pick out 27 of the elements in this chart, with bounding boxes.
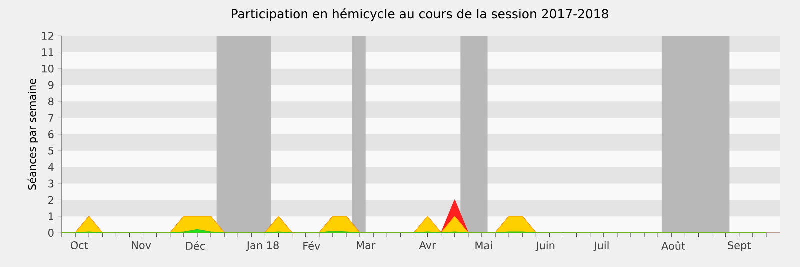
x-tick-label: Sept <box>728 242 752 252</box>
x-tick-label: Août <box>662 242 686 250</box>
x-tick-label: Avr <box>419 242 436 250</box>
y-tick-label: 12 <box>42 32 54 40</box>
x-tick-label: Mai <box>476 242 492 250</box>
y-tick-label: 11 <box>42 48 54 56</box>
y-tick-label: 0 <box>48 229 54 237</box>
y-tick-label: 8 <box>48 98 54 106</box>
chart-title: Participation en hémicycle au cours de la session 2017-2018 <box>232 8 608 22</box>
x-tick-label: Nov <box>132 242 152 250</box>
x-tick-label: Juil <box>594 242 609 252</box>
y-tick-label: 10 <box>42 64 54 73</box>
y-tick-label: 4 <box>48 164 54 172</box>
y-tick-label: 6 <box>48 130 54 138</box>
y-tick-label: 7 <box>48 114 54 122</box>
y-tick-label: 2 <box>48 196 54 204</box>
x-tick-label: Mar <box>357 242 376 250</box>
y-axis-title: Séances par semaine <box>28 78 38 190</box>
x-tick-label: Jan 18 <box>246 242 279 252</box>
y-tick-label: 5 <box>48 147 54 155</box>
x-tick-label: Oct <box>70 242 88 250</box>
y-tick-label: 9 <box>48 81 54 90</box>
x-tick-label: Juin <box>536 242 555 252</box>
y-tick-label: 1 <box>48 212 54 220</box>
x-tick-label: Déc <box>186 242 205 250</box>
x-tick-label: Fév <box>304 242 320 250</box>
y-tick-label: 3 <box>48 180 54 188</box>
